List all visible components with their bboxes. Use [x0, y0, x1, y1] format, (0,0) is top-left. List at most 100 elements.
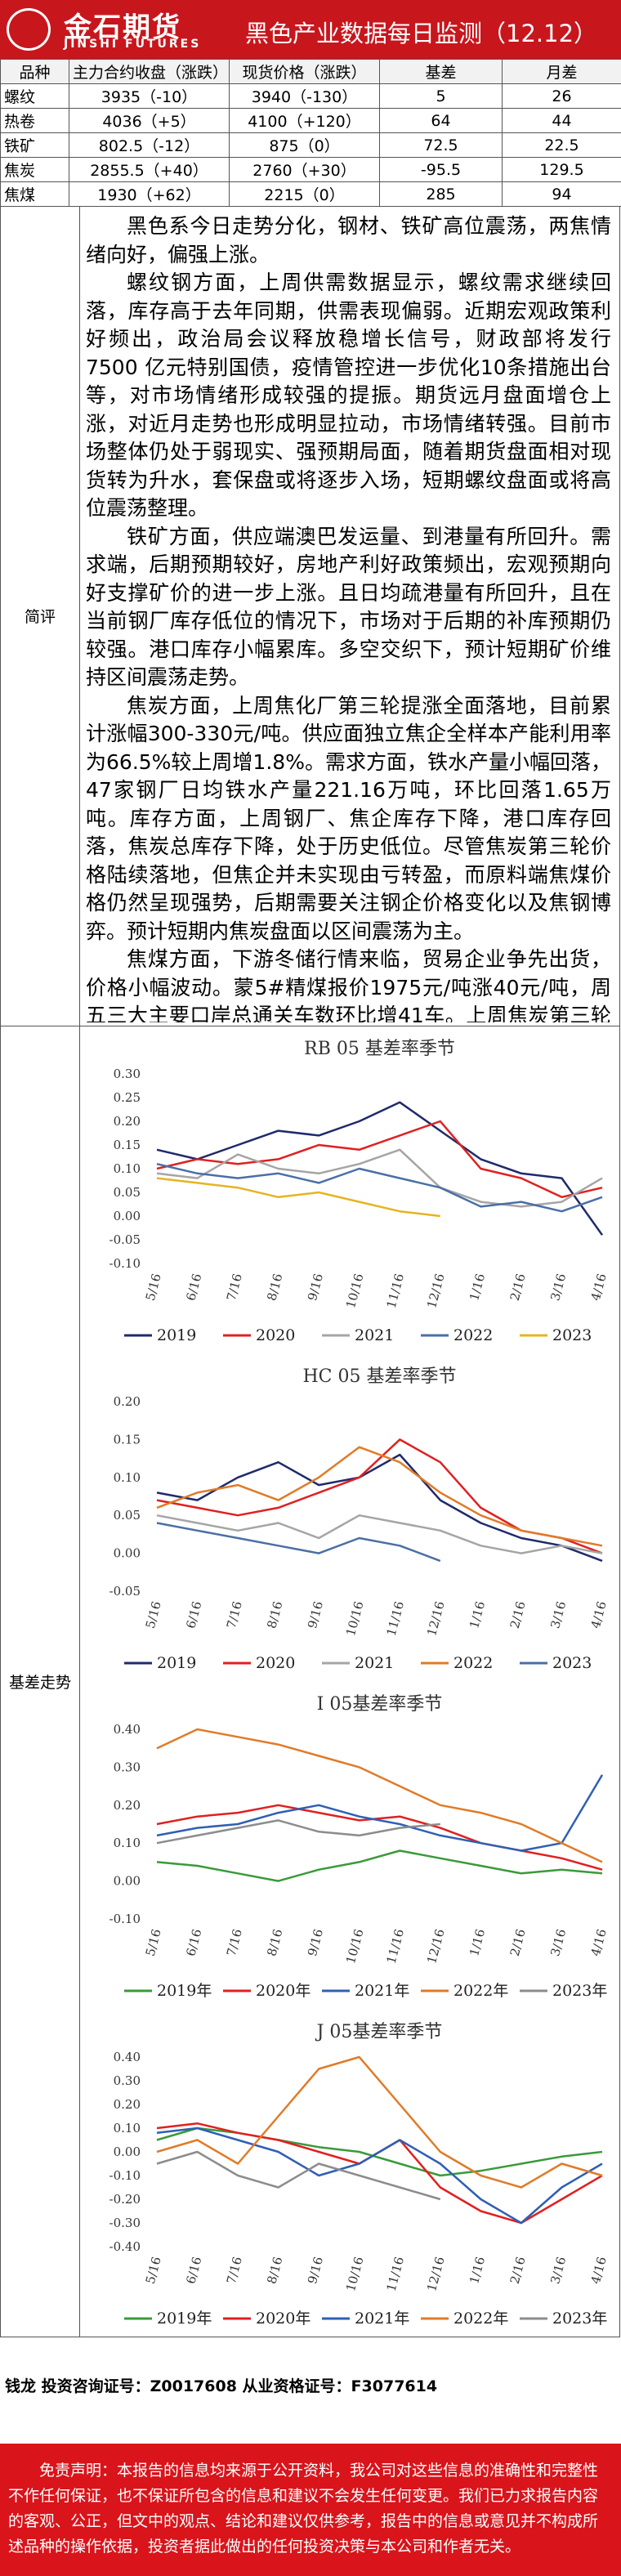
header-cell: 品种 [0, 59, 69, 84]
table-row: 热卷 4036（+5） 4100（+120） 64 44 [0, 108, 621, 133]
table-cell: 铁矿 [0, 132, 69, 158]
table-row: 铁矿 802.5（-12） 875（0） 72.5 22.5 [0, 132, 621, 158]
x-tick-label: 12/16 [424, 1599, 448, 1637]
x-tick-label: 9/16 [305, 1272, 326, 1302]
y-tick-label: 0.20 [114, 1114, 141, 1129]
x-tick-label: 2/16 [507, 1927, 529, 1957]
table-cell: 4100（+120） [229, 108, 380, 133]
signature: 钱龙 投资咨询证号：Z0017608 从业资格证号：F3077614 [5, 2377, 438, 2395]
x-tick-label: 4/16 [588, 1927, 610, 1957]
x-tick-label: 8/16 [264, 2255, 285, 2285]
table-cell: 129.5 [502, 157, 621, 182]
x-tick-label: 1/16 [467, 1927, 488, 1957]
y-tick-label: 0.10 [114, 2121, 141, 2135]
x-tick-label: 9/16 [305, 1599, 326, 1630]
y-tick-label: -0.30 [109, 2216, 141, 2230]
x-tick-label: 12/16 [424, 1272, 448, 1309]
legend-label: 2021年 [355, 2310, 409, 2328]
series-line [156, 1728, 603, 1863]
x-tick-label: 4/16 [588, 2255, 610, 2285]
legend-label: 2020 [256, 1326, 295, 1344]
y-tick-label: 0.10 [114, 1161, 141, 1176]
table-cell: 螺纹 [0, 83, 69, 109]
table-cell: 802.5（-12） [69, 132, 230, 158]
series-line [156, 2127, 603, 2225]
x-tick-label: 7/16 [224, 1272, 245, 1302]
chart-title: HC 05 基差率季节 [303, 1366, 457, 1387]
x-tick-label: 2/16 [507, 1599, 529, 1630]
chart: J 05基差率季节 0.40 0.30 0.20 0.10 0.00 -0.10 -0.20 -… [109, 2022, 610, 2328]
x-tick-label: 3/16 [547, 1599, 569, 1630]
paragraph: 焦煤方面，下游冬储行情来临，贸易企业争先出货，价格小幅波动。蒙5#精煤报价197… [86, 947, 611, 1022]
x-tick-label: 5/16 [143, 1927, 164, 1957]
y-tick-label: 0.10 [114, 1836, 141, 1850]
legend-label: 2023年 [552, 2310, 607, 2328]
table-body: 螺纹 3935（-10） 3940（-130） 5 26 热卷 4036（+5） 4100（+… [0, 83, 621, 207]
y-tick-label: 0.00 [114, 1546, 141, 1561]
disclaimer: 免责声明：本报告的信息均来源于公开资料，我公司对这些信息的准确性和完整性不作任何… [0, 2444, 621, 2576]
paragraph: 铁矿方面，供应端澳巴发运量、到港量有所回升。需求端，后期预期较好，房地产利好政策… [86, 524, 611, 690]
paragraph: 黑色系今日走势分化，钢材、铁矿高位震荡，两焦情绪向好，偏强上涨。 [86, 214, 611, 266]
series-line [156, 1514, 603, 1554]
table-cell: 285 [379, 181, 503, 207]
y-tick-label: -0.10 [109, 1912, 141, 1926]
section-label: 基差走势 [1, 1026, 80, 2337]
data-table: 品种 主力合约收盘（涨跌） 现货价格（涨跌） 基差 月差 螺纹 3935（-10） 3940… [0, 59, 621, 207]
series-line [156, 2150, 441, 2201]
header-cell: 主力合约收盘（涨跌） [69, 59, 230, 84]
table-cell: 44 [502, 108, 621, 133]
page-title: 黑色产业数据每日监测（12.12） [245, 20, 598, 47]
series-line [156, 1101, 604, 1236]
header-cell: 现货价格（涨跌） [229, 59, 380, 84]
table-cell: 3935（-10） [69, 83, 230, 109]
y-tick-label: -0.05 [109, 1232, 141, 1247]
series-line [156, 1804, 603, 1871]
series-line [156, 1819, 440, 1845]
series-line [156, 1177, 440, 1218]
header-cell: 月差 [502, 59, 621, 84]
series-line [156, 2055, 603, 2189]
y-tick-label: 0.20 [114, 2097, 141, 2112]
x-tick-label: 1/16 [467, 2255, 488, 2285]
legend-label: 2020 [256, 1654, 295, 1672]
x-tick-label: 2/16 [507, 1272, 529, 1302]
series-line [156, 1148, 603, 1208]
table-cell: 3940（-130） [229, 83, 380, 109]
y-tick-label: 0.00 [114, 2144, 141, 2159]
legend-label: 2022 [453, 1326, 493, 1344]
x-tick-label: 6/16 [183, 2255, 204, 2285]
legend-label: 2022年 [453, 1982, 508, 2000]
table-cell: -95.5 [379, 157, 503, 182]
x-tick-label: 7/16 [224, 1927, 245, 1957]
x-tick-label: 8/16 [264, 1599, 285, 1630]
x-tick-label: 1/16 [467, 1272, 488, 1302]
header-cell: 基差 [379, 59, 503, 84]
y-tick-label: 0.30 [114, 1760, 141, 1774]
table-cell: 2760（+30） [229, 157, 380, 182]
legend-label: 2023 [552, 1326, 592, 1344]
logo-text: 金石期货 [64, 11, 181, 44]
x-tick-label: 6/16 [183, 1272, 204, 1302]
y-tick-label: 0.15 [114, 1432, 141, 1447]
x-tick-label: 7/16 [224, 1599, 245, 1630]
y-tick-label: -0.20 [109, 2192, 141, 2207]
x-tick-label: 12/16 [424, 2255, 448, 2292]
x-tick-label: 11/16 [384, 2255, 408, 2292]
y-tick-label: -0.40 [109, 2239, 141, 2254]
x-tick-label: 12/16 [424, 1927, 448, 1965]
table-cell: 64 [379, 108, 503, 133]
logo-mark [7, 8, 51, 51]
table-cell: 26 [502, 83, 621, 109]
y-tick-label: 0.40 [114, 1722, 141, 1737]
header: 金石期货 JINSHI FUTURES 黑色产业数据每日监测（12.12） [0, 0, 621, 59]
x-tick-label: 6/16 [183, 1927, 204, 1957]
x-tick-label: 3/16 [547, 1927, 569, 1957]
series-line [156, 1774, 604, 1852]
table-header: 品种 主力合约收盘（涨跌） 现货价格（涨跌） 基差 月差 [0, 59, 621, 84]
commentary-section: 简评 黑色系今日走势分化，钢材、铁矿高位震荡，两焦情绪向好，偏强上涨。 螺纹钢方面… [0, 206, 620, 1026]
x-tick-label: 3/16 [547, 2255, 569, 2285]
table-row: 焦炭 2855.5（+40） 2760（+30） -95.5 129.5 [0, 157, 621, 182]
y-tick-label: 0.05 [114, 1508, 141, 1523]
legend-label: 2019年 [157, 2310, 212, 2328]
legend-label: 2023 [552, 1654, 592, 1672]
